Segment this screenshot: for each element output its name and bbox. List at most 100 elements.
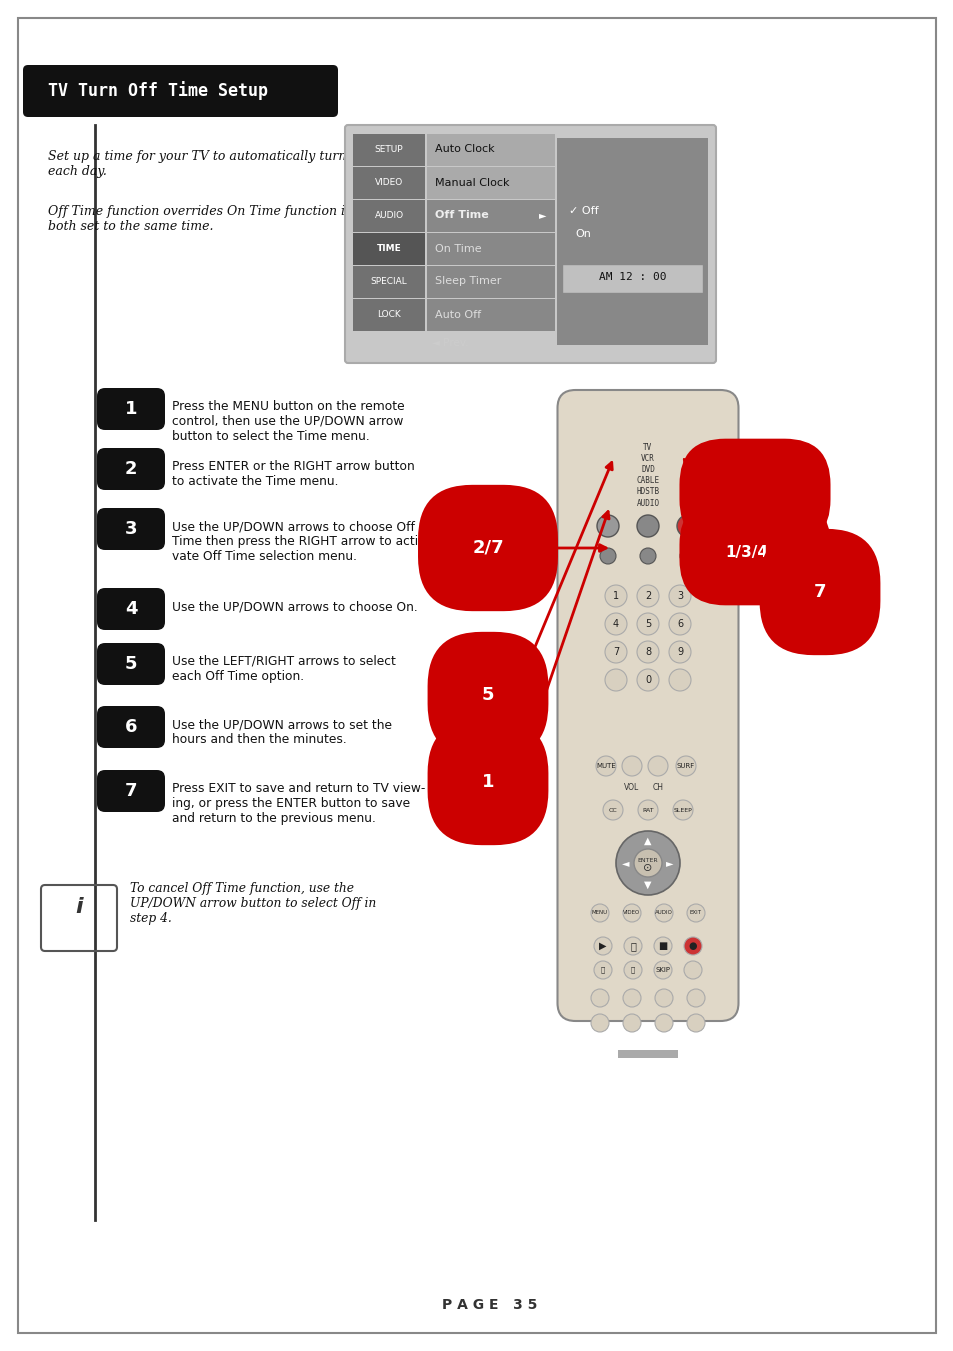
Text: Press EXIT to save and return to TV view-
ing, or press the ENTER button to save: Press EXIT to save and return to TV view… (172, 782, 425, 825)
Text: 1: 1 (125, 400, 137, 417)
Text: 7: 7 (612, 647, 618, 657)
Text: Auto Off: Auto Off (435, 309, 480, 319)
Text: 1: 1 (481, 773, 494, 790)
Circle shape (637, 515, 659, 536)
Circle shape (668, 585, 690, 607)
FancyBboxPatch shape (97, 770, 165, 812)
Text: ⏸: ⏸ (629, 942, 636, 951)
Text: Press ENTER or the RIGHT arrow button
to activate the Time menu.: Press ENTER or the RIGHT arrow button to… (172, 459, 415, 488)
Bar (353, 134, 424, 166)
Circle shape (623, 938, 641, 955)
Text: Use the UP/DOWN arrows to set the
hours and then the minutes.: Use the UP/DOWN arrows to set the hours … (172, 717, 392, 746)
Circle shape (590, 904, 608, 921)
Text: Set up a time for your TV to automatically turn itself off
each day.: Set up a time for your TV to automatical… (48, 150, 402, 178)
Text: LOCK: LOCK (376, 309, 400, 319)
Circle shape (679, 549, 696, 563)
Text: Off Time: Off Time (435, 211, 488, 220)
Circle shape (647, 757, 667, 775)
Bar (427, 232, 555, 265)
Text: To cancel Off Time function, use the
UP/DOWN arrow button to select Off in
step : To cancel Off Time function, use the UP/… (130, 882, 375, 925)
Circle shape (655, 989, 672, 1006)
Text: Off Time function overrides On Time function if they are
both set to the same ti: Off Time function overrides On Time func… (48, 205, 406, 232)
Circle shape (622, 904, 640, 921)
Bar (353, 232, 424, 265)
Bar (427, 200, 555, 232)
Text: VIDEO: VIDEO (375, 178, 403, 186)
Text: TV Turn Off Time Setup: TV Turn Off Time Setup (48, 81, 268, 100)
Text: AUDIO: AUDIO (655, 911, 672, 916)
Circle shape (637, 669, 659, 690)
Circle shape (597, 515, 618, 536)
Circle shape (604, 669, 626, 690)
Text: 1/3/4/6: 1/3/4/6 (724, 544, 784, 559)
Circle shape (602, 800, 622, 820)
Text: Use the UP/DOWN arrows to choose On.: Use the UP/DOWN arrows to choose On. (172, 600, 417, 613)
Text: VOL: VOL (623, 784, 639, 793)
Text: 6: 6 (677, 619, 682, 630)
Text: SPECIAL: SPECIAL (370, 277, 407, 286)
Bar (427, 266, 555, 299)
Circle shape (637, 613, 659, 635)
Text: ●: ● (688, 942, 697, 951)
Text: 2/3/5: 2/3/5 (733, 515, 776, 530)
Text: MENU: MENU (591, 911, 607, 916)
Text: ■: ■ (658, 942, 667, 951)
Text: 3: 3 (125, 520, 137, 538)
Circle shape (686, 904, 704, 921)
Text: 0: 0 (644, 676, 650, 685)
Circle shape (590, 1015, 608, 1032)
Text: ENTER: ENTER (637, 858, 658, 863)
Text: 2/7: 2/7 (472, 539, 503, 557)
Text: P A G E   3 5: P A G E 3 5 (442, 1298, 537, 1312)
Text: 7: 7 (125, 782, 137, 800)
Bar (561, 263, 702, 293)
Circle shape (654, 938, 671, 955)
Circle shape (637, 640, 659, 663)
Text: 2: 2 (644, 590, 651, 601)
FancyBboxPatch shape (97, 449, 165, 490)
Text: ►: ► (665, 858, 673, 867)
Bar (353, 168, 424, 199)
Text: AM 12 : 00: AM 12 : 00 (598, 272, 665, 281)
Text: SLEEP: SLEEP (673, 808, 692, 812)
Text: Manual Clock: Manual Clock (435, 177, 509, 188)
Text: AUDIO: AUDIO (374, 211, 403, 220)
Circle shape (622, 989, 640, 1006)
Text: 5: 5 (644, 619, 651, 630)
Circle shape (676, 757, 696, 775)
Circle shape (639, 549, 656, 563)
Circle shape (604, 585, 626, 607)
FancyBboxPatch shape (97, 508, 165, 550)
Circle shape (590, 989, 608, 1006)
Text: MUTE: MUTE (596, 763, 616, 769)
Text: Sleep Timer: Sleep Timer (435, 277, 501, 286)
Text: 3: 3 (677, 590, 682, 601)
Text: ◄: ◄ (621, 858, 629, 867)
Text: 9: 9 (677, 647, 682, 657)
Circle shape (668, 669, 690, 690)
Circle shape (599, 549, 616, 563)
Bar (618, 1050, 678, 1058)
Text: 5: 5 (125, 655, 137, 673)
Text: 1: 1 (612, 590, 618, 601)
Circle shape (604, 640, 626, 663)
Text: Auto Clock: Auto Clock (435, 145, 494, 154)
Text: VIDEO: VIDEO (622, 911, 640, 916)
Circle shape (594, 961, 612, 979)
FancyBboxPatch shape (18, 18, 935, 1333)
Circle shape (672, 800, 692, 820)
Circle shape (668, 640, 690, 663)
Text: 6: 6 (125, 717, 137, 736)
Circle shape (677, 515, 699, 536)
FancyBboxPatch shape (97, 707, 165, 748)
Text: SKIP: SKIP (655, 967, 670, 973)
Circle shape (683, 961, 701, 979)
FancyBboxPatch shape (97, 388, 165, 430)
Text: CH: CH (652, 784, 662, 793)
Bar (427, 299, 555, 331)
Bar (353, 266, 424, 299)
Bar (427, 168, 555, 199)
FancyBboxPatch shape (23, 65, 337, 118)
Circle shape (655, 904, 672, 921)
Text: EXIT: EXIT (689, 911, 701, 916)
